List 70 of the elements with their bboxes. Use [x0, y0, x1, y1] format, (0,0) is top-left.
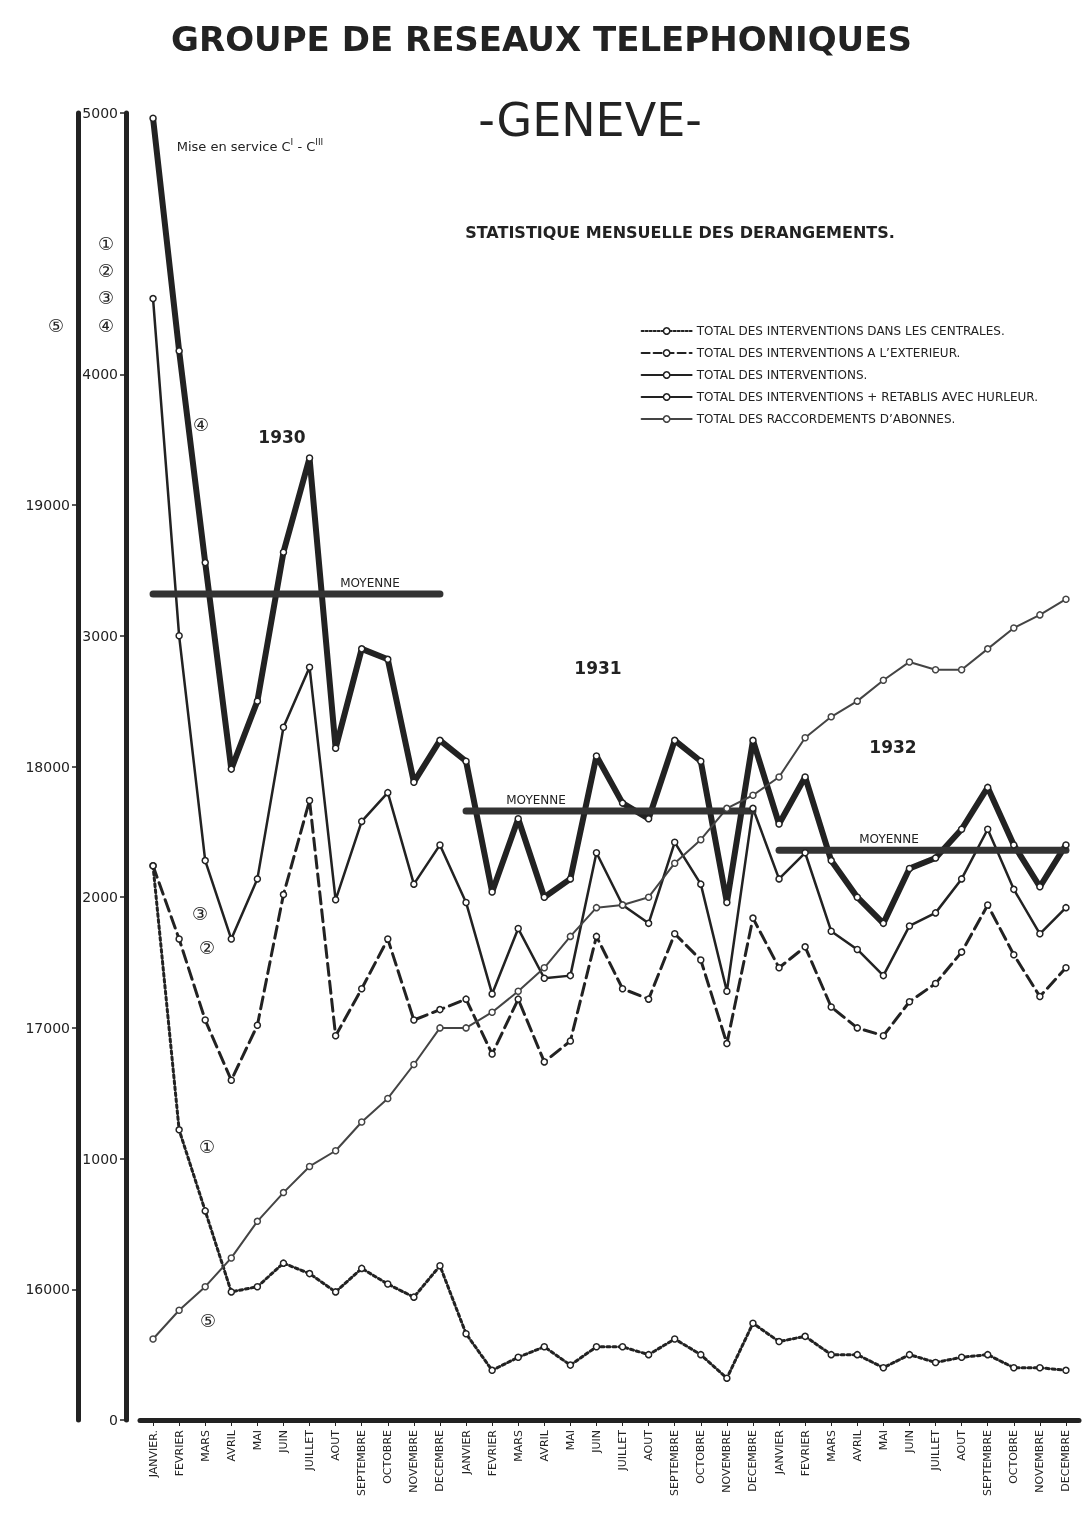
x-tick-label: OCTOBRE [1007, 1429, 1021, 1484]
legend-label: TOTAL DES RACCORDEMENTS D’ABONNES. [695, 412, 956, 426]
legend-label: TOTAL DES INTERVENTIONS DANS LES CENTRALES. [695, 324, 1005, 338]
text: ③ [97, 286, 115, 308]
series-label: MOYENNE [506, 792, 566, 807]
y-tick-label: 1000 [82, 1150, 118, 1167]
x-tick-label: AVRIL [224, 1429, 238, 1462]
series-label: MOYENNE [340, 575, 400, 590]
x-tick-label: JUIN [276, 1430, 290, 1454]
x-tick-label: NOVEMBRE [407, 1429, 421, 1493]
annotation: STATISTIQUE MENSUELLE DES DERANGEMENTS. [465, 222, 895, 242]
x-tick-label: AVRIL [850, 1429, 864, 1462]
annotation: ③ [191, 902, 209, 924]
chart-title: GROUPE DE RESEAUX TELEPHONIQUES [171, 19, 912, 59]
x-tick-label: SEPTEMBRE [981, 1429, 995, 1496]
x-tick-label: NOVEMBRE [1033, 1429, 1047, 1493]
x-tick-label: FEVRIER [485, 1429, 499, 1477]
annotation: ① [198, 1135, 216, 1157]
x-tick-label: JANVIER [459, 1429, 473, 1476]
y-tick-label: 5000 [82, 105, 118, 121]
text: ① [97, 232, 115, 254]
x-tick-label: MARS [198, 1430, 212, 1462]
x-tick-label: JANVIER [772, 1429, 786, 1476]
annotation: ② [198, 936, 216, 958]
x-tick-label: MARS [824, 1430, 838, 1462]
y-tick-label: 2000 [82, 889, 118, 906]
annotation: 1932 [869, 737, 917, 757]
x-tick-label: JUILLET [929, 1429, 943, 1472]
x-tick-label: MAI [876, 1430, 890, 1451]
y-tick-label: 0 [109, 1412, 118, 1428]
x-tick-label: AOUT [955, 1429, 969, 1461]
y2-tick-label: 17000 [25, 1019, 70, 1036]
text: ② [97, 259, 115, 281]
x-tick-label: MAI [563, 1430, 577, 1451]
x-tick-label: DECEMBRE [433, 1429, 447, 1492]
x-tick-label: AVRIL [537, 1429, 551, 1462]
x-tick-label: NOVEMBRE [720, 1429, 734, 1493]
legend-label: TOTAL DES INTERVENTIONS + RETABLIS AVEC HURLEUR. [695, 390, 1039, 404]
x-tick-label: JUIN [902, 1430, 916, 1454]
annotation: ④ [192, 413, 210, 435]
annotation: ⑤ [199, 1309, 217, 1331]
y2-tick-label: 18000 [25, 758, 70, 775]
x-tick-label: MAI [250, 1430, 264, 1451]
x-tick-label: JUILLET [616, 1429, 630, 1472]
x-tick-label: SEPTEMBRE [355, 1429, 369, 1496]
y2-tick-label: 16000 [25, 1281, 70, 1298]
x-tick-label: MARS [511, 1430, 525, 1462]
x-tick-label: OCTOBRE [381, 1429, 395, 1484]
chart-subtitle: -GENEVE- [478, 93, 702, 147]
series-label: MOYENNE [859, 832, 919, 847]
annotation: 1931 [574, 658, 622, 678]
x-tick-label: FEVRIER [172, 1429, 186, 1477]
text: ④ [97, 314, 115, 336]
x-tick-label: AOUT [642, 1429, 656, 1461]
x-tick-label: JANVIER. [146, 1430, 160, 1479]
x-tick-label: OCTOBRE [694, 1429, 708, 1484]
x-tick-label: SEPTEMBRE [668, 1429, 682, 1496]
legend-label: TOTAL DES INTERVENTIONS A L’EXTERIEUR. [695, 346, 961, 360]
y-tick-label: 4000 [82, 366, 118, 383]
x-tick-label: DECEMBRE [1059, 1429, 1073, 1492]
x-tick-label: FEVRIER [798, 1429, 812, 1477]
y-tick-label: 3000 [82, 627, 118, 644]
x-tick-label: JUILLET [303, 1429, 317, 1472]
legend-label: TOTAL DES INTERVENTIONS. [695, 368, 868, 382]
text: ⑤ [47, 314, 65, 336]
y2-tick-label: 19000 [25, 497, 70, 514]
x-tick-label: JUIN [589, 1430, 603, 1454]
annotation: 1930 [258, 427, 306, 447]
x-tick-label: AOUT [329, 1429, 343, 1461]
x-tick-label: DECEMBRE [746, 1429, 760, 1492]
